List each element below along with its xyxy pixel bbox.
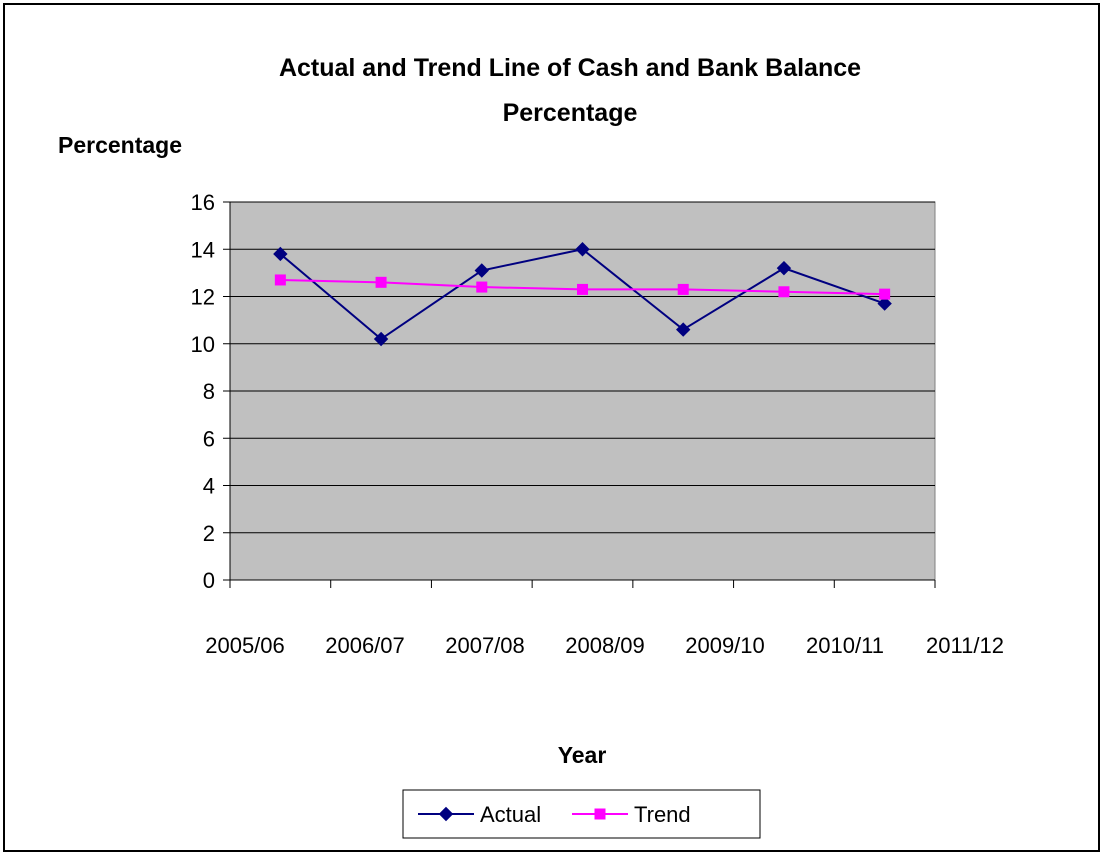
data-point-trend bbox=[476, 281, 488, 293]
y-tick-label: 0 bbox=[203, 568, 215, 593]
y-tick-label: 2 bbox=[203, 521, 215, 546]
y-tick-label: 16 bbox=[191, 190, 215, 215]
data-point-actual bbox=[877, 296, 892, 311]
x-tick-label: 2009/10 bbox=[685, 633, 765, 658]
data-point-actual bbox=[373, 331, 389, 347]
y-tick-label: 8 bbox=[203, 379, 215, 404]
data-point-trend bbox=[274, 274, 286, 286]
chart-title-line2: Percentage bbox=[503, 99, 638, 127]
data-point-actual bbox=[776, 260, 792, 276]
data-point-trend bbox=[577, 283, 588, 295]
y-tick-label: 10 bbox=[191, 332, 215, 357]
y-tick-label: 12 bbox=[191, 285, 215, 310]
x-tick-label: 2010/11 bbox=[806, 633, 884, 658]
data-point-actual bbox=[474, 263, 489, 278]
data-point-trend bbox=[375, 276, 387, 288]
data-point-actual bbox=[676, 322, 691, 337]
legend: Actual Trend bbox=[402, 789, 761, 839]
x-tick-label: 2005/06 bbox=[205, 633, 285, 658]
y-tick-label: 4 bbox=[203, 474, 215, 499]
x-tick-label: 2007/08 bbox=[445, 633, 525, 658]
x-axis-label: Year bbox=[558, 742, 607, 768]
legend-marker-actual bbox=[438, 806, 454, 822]
y-tick-label: 6 bbox=[203, 426, 215, 451]
data-point-trend bbox=[677, 283, 689, 295]
legend-label-trend: Trend bbox=[634, 802, 691, 827]
data-point-trend bbox=[778, 286, 790, 298]
x-tick-label: 2006/07 bbox=[325, 633, 405, 658]
chart-title-line1: Actual and Trend Line of Cash and Bank B… bbox=[279, 54, 861, 82]
data-point-actual bbox=[575, 242, 590, 257]
data-point-actual bbox=[273, 246, 288, 262]
x-tick-label: 2011/12 bbox=[926, 633, 1004, 658]
data-point-trend bbox=[879, 288, 891, 300]
x-tick-label: 2008/09 bbox=[565, 633, 645, 658]
y-axis-label: Percentage bbox=[58, 132, 182, 158]
y-tick-label: 14 bbox=[191, 237, 215, 262]
legend-marker-trend bbox=[594, 808, 606, 820]
legend-label-actual: Actual bbox=[480, 802, 541, 827]
